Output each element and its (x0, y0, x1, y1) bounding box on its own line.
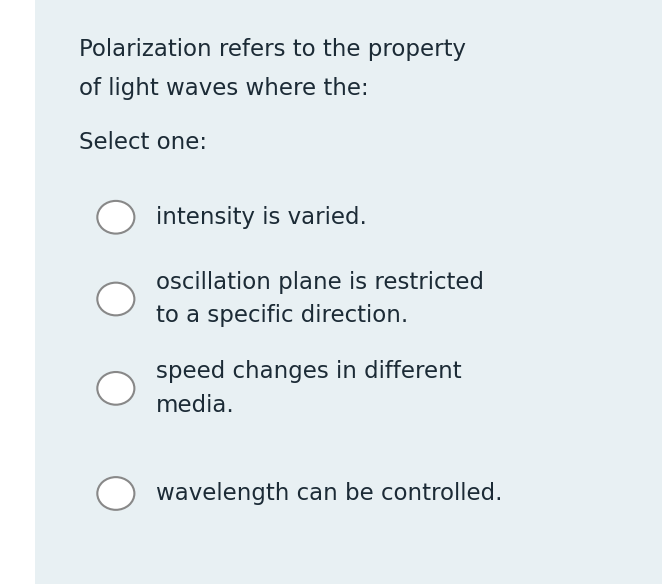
Circle shape (97, 283, 134, 315)
Text: Polarization refers to the property: Polarization refers to the property (79, 38, 467, 61)
FancyBboxPatch shape (0, 0, 35, 584)
Text: speed changes in different: speed changes in different (156, 360, 461, 383)
Text: wavelength can be controlled.: wavelength can be controlled. (156, 482, 502, 505)
Text: intensity is varied.: intensity is varied. (156, 206, 367, 229)
Circle shape (97, 477, 134, 510)
Text: oscillation plane is restricted: oscillation plane is restricted (156, 270, 483, 294)
Circle shape (97, 372, 134, 405)
Text: to a specific direction.: to a specific direction. (156, 304, 408, 328)
Text: Select one:: Select one: (79, 131, 207, 154)
Text: of light waves where the:: of light waves where the: (79, 77, 369, 100)
Circle shape (97, 201, 134, 234)
Text: media.: media. (156, 394, 234, 417)
